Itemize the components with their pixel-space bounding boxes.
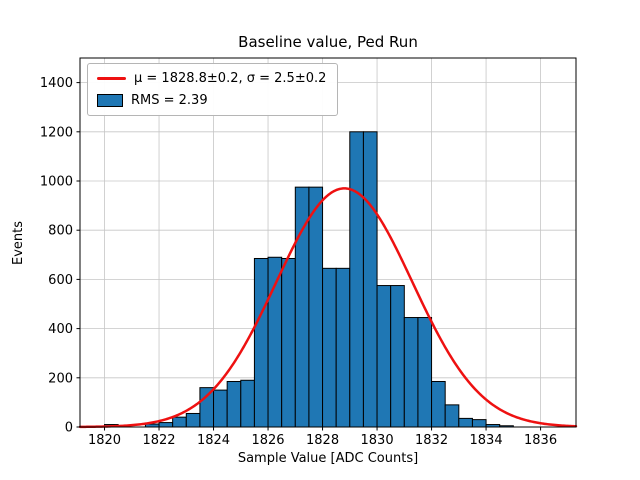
histogram-bar <box>403 317 419 428</box>
histogram-bar <box>431 380 446 428</box>
histogram-bar <box>444 404 460 428</box>
histogram-swatch <box>97 94 123 107</box>
y-tick-label: 400 <box>48 322 73 337</box>
x-tick-label: 1828 <box>306 433 339 448</box>
histogram-bar <box>253 257 269 428</box>
histogram-bar <box>213 389 228 428</box>
x-tick-label: 1822 <box>142 433 175 448</box>
y-tick-label: 800 <box>48 224 73 239</box>
gaussian-fit-curve <box>78 187 578 429</box>
histogram-bar <box>362 131 378 428</box>
legend: μ = 1828.8±0.2, σ = 2.5±0.2 RMS = 2.39 <box>87 63 339 116</box>
y-tick-label: 1000 <box>40 175 73 190</box>
fit-legend-label: μ = 1828.8±0.2, σ = 2.5±0.2 <box>134 71 327 86</box>
gaussian-curve-path <box>78 187 578 429</box>
x-axis-label: Sample Value [ADC Counts] <box>238 451 418 466</box>
histogram-bar <box>335 267 351 428</box>
x-tick-label: 1830 <box>361 433 394 448</box>
histogram-bar <box>240 379 255 428</box>
x-tick-label: 1826 <box>251 433 284 448</box>
histogram-bar <box>199 387 215 428</box>
histogram-bar <box>226 380 242 428</box>
y-axis-label: Events <box>11 221 26 265</box>
legend-entry-hist: RMS = 2.39 <box>97 93 326 108</box>
chart-title: Baseline value, Ped Run <box>238 33 418 51</box>
x-tick-label: 1832 <box>415 433 448 448</box>
y-tick-label: 0 <box>65 421 73 436</box>
axes-frame <box>79 57 577 428</box>
histogram-bar <box>471 419 487 428</box>
histogram-bar <box>376 285 392 428</box>
fit-line-swatch <box>97 77 126 80</box>
axes-layer: 1820 1822 1824 1826 1828 1830 1832 1834 1836 0 200… <box>40 57 577 448</box>
histogram-bar <box>417 317 433 428</box>
x-tick-label: 1834 <box>470 433 503 448</box>
histogram-bar <box>349 131 364 428</box>
x-tick-label: 1836 <box>524 433 557 448</box>
histogram-bar <box>322 267 337 428</box>
histogram-bar <box>185 412 201 428</box>
y-tick-label: 200 <box>48 371 73 386</box>
x-tick-label: 1824 <box>197 433 230 448</box>
histogram-bar <box>390 285 405 428</box>
histogram-bar <box>158 422 174 428</box>
histogram-bar <box>458 417 473 428</box>
histogram-bar <box>281 257 296 428</box>
legend-entry-fit: μ = 1828.8±0.2, σ = 2.5±0.2 <box>97 71 326 86</box>
x-tick-label: 1820 <box>88 433 121 448</box>
histogram-bar <box>308 186 324 428</box>
y-tick-label: 600 <box>48 273 73 288</box>
rms-legend-label: RMS = 2.39 <box>131 93 208 108</box>
histogram-bar <box>172 416 187 428</box>
y-tick-label: 1200 <box>40 125 73 140</box>
y-tick-label: 1400 <box>40 76 73 91</box>
